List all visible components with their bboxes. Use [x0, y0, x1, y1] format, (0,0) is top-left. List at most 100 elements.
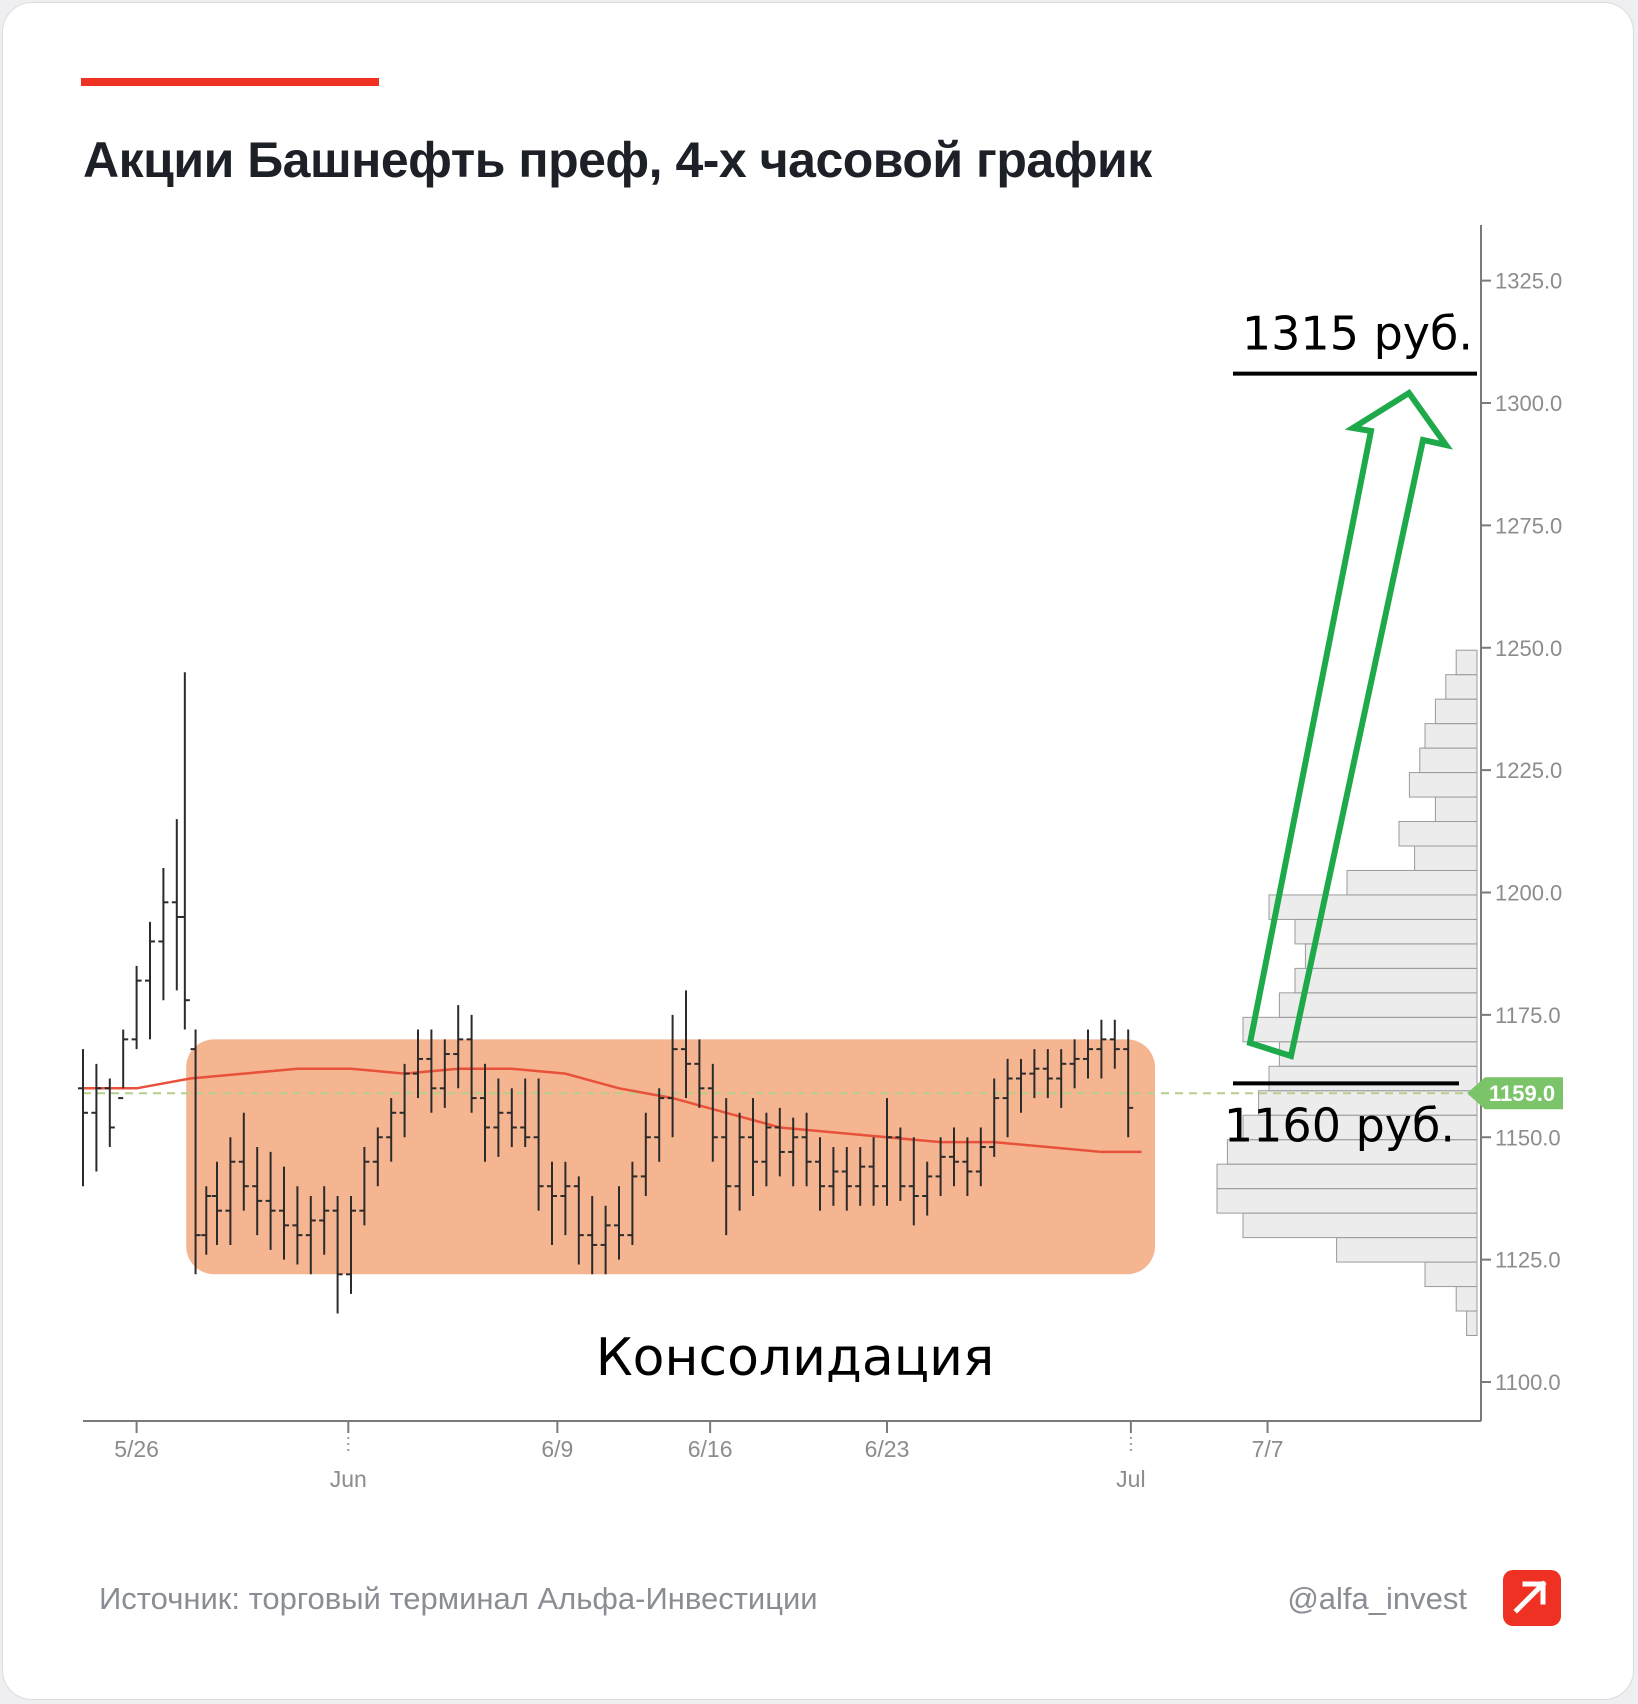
x-tick-sublabel: Jun [330, 1466, 367, 1492]
ohlc-bar [190, 1029, 201, 1275]
ohlc-bar [774, 1107, 785, 1177]
x-tick-sublabel: Jul [1116, 1466, 1145, 1492]
volume-profile-bar [1278, 992, 1478, 1018]
source-note: Источник: торговый терминал Альфа-Инвест… [99, 1581, 818, 1616]
volume-profile-bar [1346, 869, 1478, 896]
ohlc-bar [828, 1147, 839, 1206]
ohlc-bar [238, 1112, 249, 1211]
volume-profile-bar [1424, 1261, 1478, 1288]
current-price-badge: 1159.0 [1467, 1077, 1563, 1110]
ohlc-bar [332, 1195, 343, 1314]
ohlc-bar [413, 1029, 423, 1099]
ohlc-bar [707, 1063, 718, 1162]
ohlc-bar [815, 1137, 825, 1211]
ohlc-bar [895, 1127, 906, 1201]
ohlc-bar [1083, 1029, 1093, 1079]
y-tick-label: 1100.0 [1495, 1370, 1561, 1395]
ohlc-bar [179, 672, 190, 1030]
volume-profile-bar [1455, 1286, 1478, 1312]
channel-handle[interactable]: @alfa_invest [1287, 1581, 1467, 1616]
price-badge-label: 1159.0 [1489, 1081, 1555, 1106]
ohlc-bar [949, 1127, 959, 1187]
volume-profile-bar [1242, 1212, 1478, 1239]
volume-profile-bar [1445, 674, 1478, 700]
ohlc-bar [252, 1147, 263, 1236]
target-arrow-icon [1246, 388, 1453, 1060]
y-tick-label: 1125.0 [1495, 1248, 1561, 1273]
consolidation-zone [186, 1039, 1155, 1275]
y-tick-label: 1250.0 [1495, 636, 1562, 661]
ohlc-bar [1069, 1039, 1080, 1089]
volume-profile-bar [1434, 698, 1478, 725]
ohlc-bar [1002, 1058, 1013, 1138]
ohlc-bar [614, 1186, 624, 1260]
ohlc-bar [533, 1078, 544, 1211]
ohlc-bar [975, 1127, 986, 1187]
ohlc-bar [265, 1151, 276, 1250]
ohlc-bar [225, 1137, 236, 1245]
ohlc-bar [841, 1147, 852, 1211]
ohlc-bar [386, 1098, 397, 1162]
volume-profile-bar [1216, 1163, 1478, 1190]
ohlc-bar [78, 1049, 88, 1187]
ohlc-bar [721, 1098, 732, 1236]
volume-profile-bar [1294, 967, 1478, 994]
ohlc-bar [426, 1029, 437, 1113]
volume-profile-bar [1424, 723, 1478, 749]
volume-profile-bar [1242, 1114, 1478, 1141]
ohlc-bar [480, 1063, 490, 1162]
volume-profile-bar [1455, 649, 1478, 676]
ohlc-bar [279, 1166, 289, 1260]
consolidation-label: Консолидация [596, 1328, 994, 1388]
y-tick-label: 1275.0 [1495, 513, 1562, 538]
volume-profile-bar [1466, 1310, 1478, 1336]
ohlc-bar [882, 1098, 892, 1206]
volume-profile-bar [1398, 821, 1478, 847]
volume-profile-bar [1304, 943, 1478, 969]
ohlc-bar [1109, 1019, 1120, 1069]
ohlc-bar [1123, 1029, 1134, 1138]
volume-profile-bar [1414, 845, 1478, 871]
ohlc-bar [145, 921, 155, 1040]
ohlc-bar [922, 1161, 933, 1216]
ohlc-bar [640, 1112, 651, 1196]
ohlc-bar [801, 1112, 812, 1187]
ohlc-bar [761, 1112, 772, 1187]
volume-profile-bar [1434, 796, 1478, 823]
ohlc-bar [935, 1137, 946, 1196]
ohlc-bar [962, 1137, 973, 1196]
ohlc-bar [305, 1195, 316, 1275]
volume-profile-bar [1268, 894, 1478, 920]
volume-profile-bar [1419, 747, 1478, 774]
moving-average-line [83, 1067, 1142, 1154]
x-tick-label: 6/16 [688, 1436, 733, 1462]
ohlc-bar [1016, 1058, 1026, 1113]
ohlc-bar [91, 1063, 102, 1172]
ohlc-bar [319, 1186, 330, 1255]
ohlc-bar [1096, 1019, 1107, 1079]
x-tick-label: 6/23 [865, 1436, 910, 1462]
ohlc-bar [506, 1088, 517, 1148]
ohlc-bar [212, 1161, 222, 1245]
ohlc-bar [627, 1161, 638, 1245]
y-tick-label: 1175.0 [1495, 1003, 1561, 1028]
accent-line [81, 78, 379, 86]
ohlc-bar [600, 1205, 611, 1275]
ohlc-bar [547, 1161, 557, 1245]
ohlc-bar [292, 1186, 303, 1265]
ohlc-bar [104, 1078, 115, 1148]
ohlc-bar [573, 1176, 584, 1265]
ohlc-bar [466, 1014, 477, 1113]
ohlc-bar [654, 1088, 665, 1162]
ohlc-bar [493, 1078, 504, 1157]
ohlc-bar [359, 1147, 370, 1226]
volume-profile-bar [1226, 1139, 1478, 1165]
ohlc-bar [855, 1147, 866, 1206]
ohlc-bar [560, 1161, 571, 1236]
volume-profile-bar [1336, 1237, 1478, 1263]
ohlc-bar [681, 990, 691, 1099]
volume-profile-bar [1258, 1090, 1478, 1116]
page-title: Акции Башнефть преф, 4-х часовой график [83, 132, 1152, 188]
ohlc-bar [1042, 1049, 1053, 1099]
alfa-logo-icon [1503, 1570, 1561, 1626]
